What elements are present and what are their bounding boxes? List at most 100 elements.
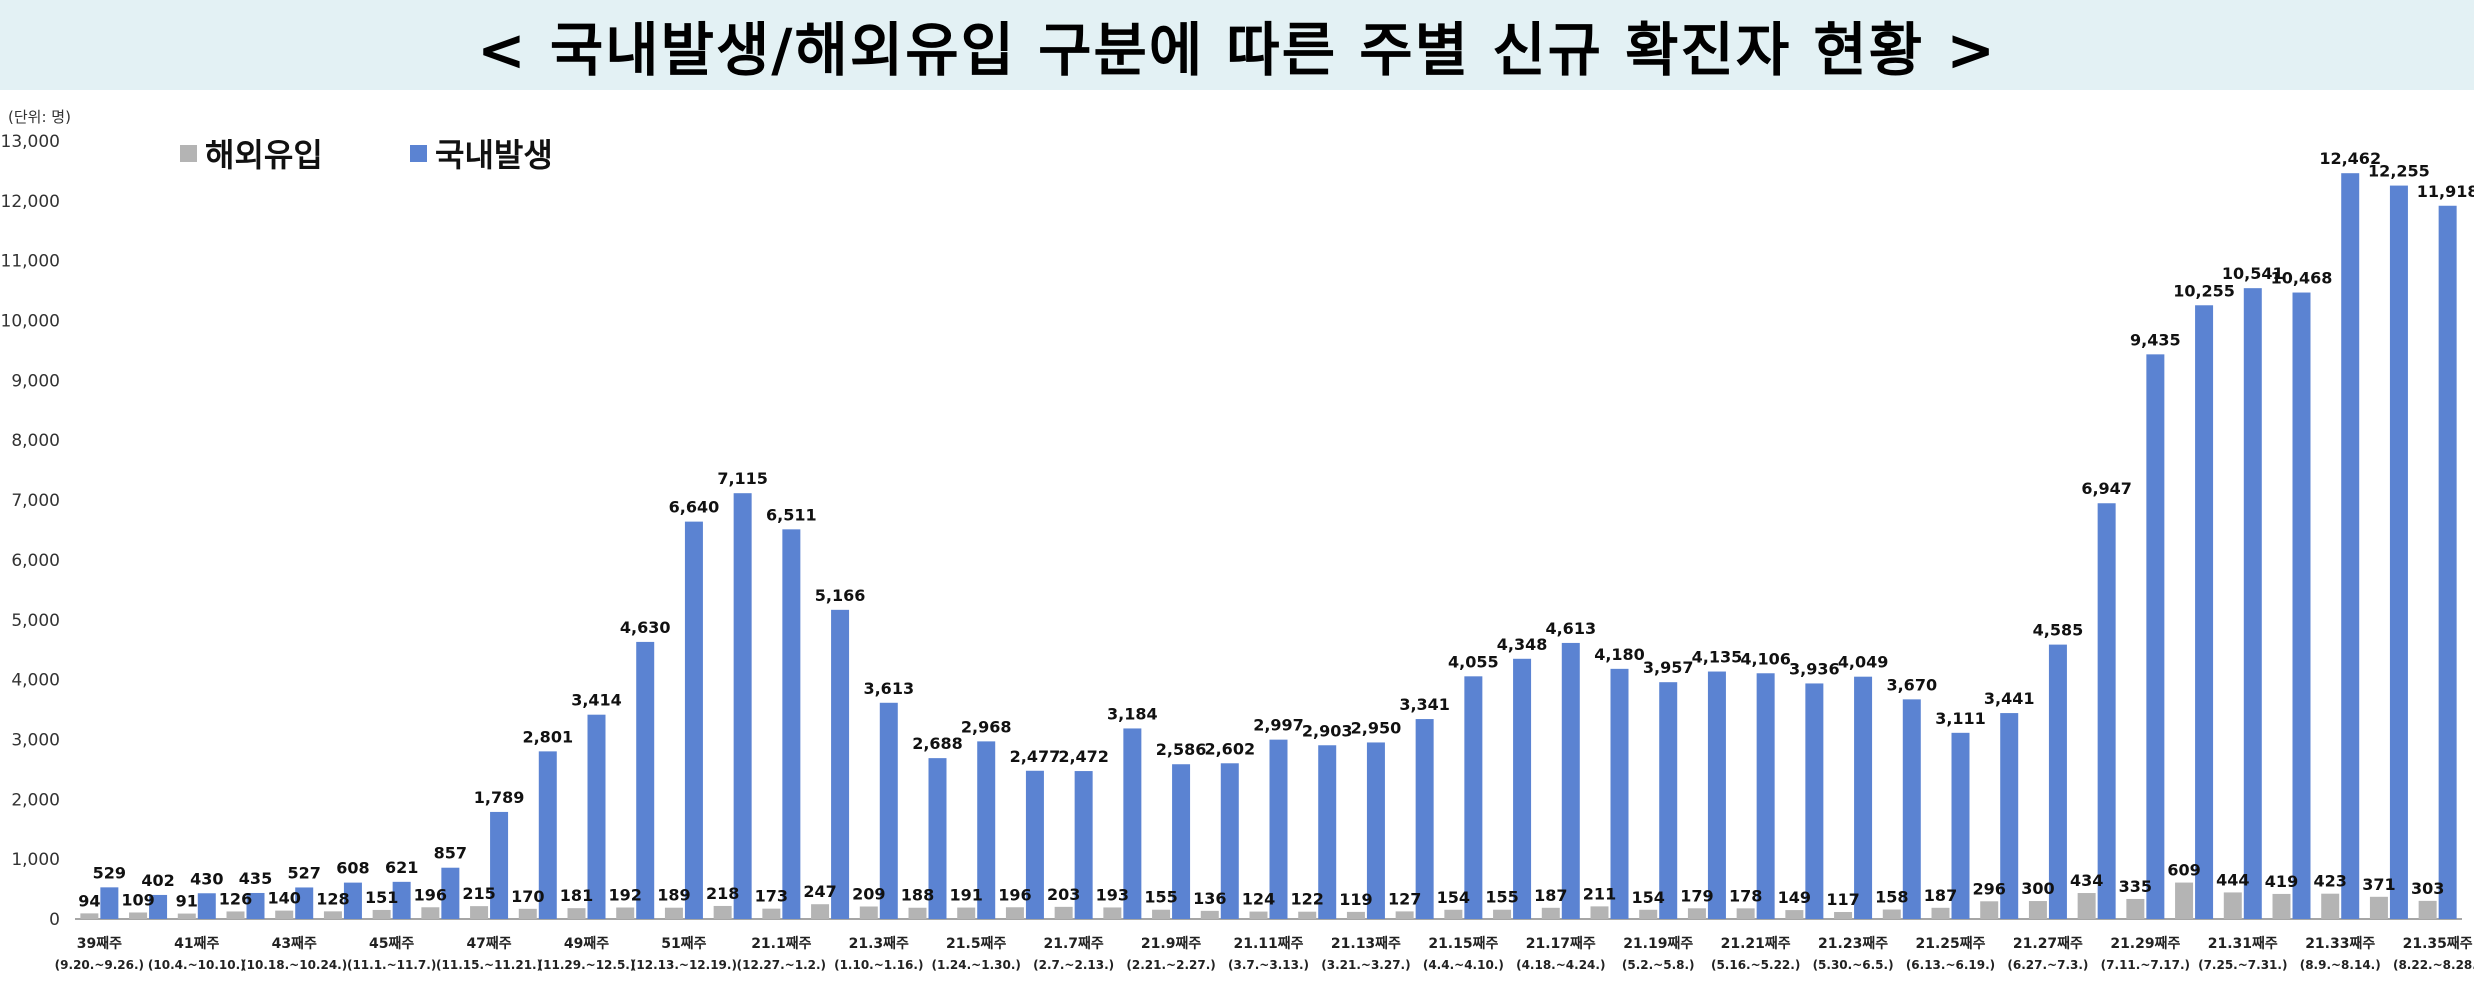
bar-domestic <box>1074 771 1093 919</box>
bar-imported <box>2272 893 2291 919</box>
bar-imported <box>957 907 976 919</box>
x-tick-label: 21.29째주 <box>2110 936 2180 952</box>
data-label-domestic: 4,055 <box>1448 652 1499 671</box>
y-tick-label: 0 <box>49 910 60 930</box>
data-label-imported: 215 <box>462 884 495 903</box>
x-tick-date: (2.7.~2.13.) <box>1033 958 1114 972</box>
bar-domestic <box>2389 185 2408 919</box>
bar-imported <box>1931 907 1950 919</box>
data-label-domestic: 4,135 <box>1692 648 1743 667</box>
x-tick-label: 21.9째주 <box>1141 936 1201 952</box>
bar-imported <box>275 910 294 919</box>
x-tick-label: 47째주 <box>466 936 511 952</box>
bar-imported <box>1395 911 1414 919</box>
bar-domestic <box>879 702 898 919</box>
data-label-imported: 188 <box>901 886 934 905</box>
data-label-domestic: 12,255 <box>2368 162 2430 181</box>
bar-imported <box>2175 882 2194 919</box>
bar-imported <box>762 908 781 919</box>
x-tick-date: (1.10.~1.16.) <box>834 958 923 972</box>
data-label-imported: 124 <box>1242 890 1275 909</box>
bar-imported <box>567 908 586 919</box>
bar-imported <box>323 911 342 919</box>
bar-domestic <box>441 867 460 919</box>
data-label-domestic: 3,341 <box>1399 695 1450 714</box>
x-tick-date: (10.4.~10.10.) <box>148 958 246 972</box>
x-tick-label: 21.5째주 <box>946 936 1006 952</box>
data-label-imported: 178 <box>1729 886 1762 905</box>
bar-imported <box>80 913 99 919</box>
data-label-imported: 128 <box>316 889 349 908</box>
bar-domestic <box>1756 673 1775 919</box>
data-label-domestic: 3,613 <box>863 679 914 698</box>
data-label-imported: 179 <box>1680 886 1713 905</box>
data-label-imported: 218 <box>706 884 739 903</box>
bar-domestic <box>2195 305 2214 919</box>
data-label-imported: 609 <box>2167 861 2200 880</box>
bar-imported <box>129 912 148 919</box>
bar-imported <box>713 905 732 919</box>
data-label-imported: 181 <box>560 886 593 905</box>
bar-imported <box>908 907 927 919</box>
data-label-domestic: 11,918 <box>2417 182 2474 201</box>
data-label-imported: 191 <box>950 886 983 905</box>
bar-imported <box>859 906 878 919</box>
x-tick-label: 21.31째주 <box>2208 936 2278 952</box>
y-tick-label: 12,000 <box>1 192 60 212</box>
bar-imported <box>2369 896 2388 919</box>
bar-domestic <box>2048 644 2067 919</box>
data-label-imported: 187 <box>1924 886 1957 905</box>
data-label-imported: 158 <box>1875 888 1908 907</box>
x-tick-date: (12.27.~1.2.) <box>737 958 826 972</box>
data-label-domestic: 435 <box>239 869 272 888</box>
data-label-domestic: 4,630 <box>620 618 671 637</box>
bar-imported <box>2223 892 2242 919</box>
x-tick-date: (2.21.~2.27.) <box>1126 958 1215 972</box>
x-tick-date: (10.18.~10.24.) <box>241 958 347 972</box>
bar-imported <box>1590 906 1609 919</box>
bar-domestic <box>1415 719 1434 919</box>
bar-domestic <box>782 529 801 919</box>
data-label-domestic: 2,602 <box>1204 739 1255 758</box>
bar-domestic <box>149 894 168 919</box>
data-label-domestic: 430 <box>190 869 223 888</box>
bar-imported <box>372 909 391 919</box>
data-label-imported: 196 <box>998 885 1031 904</box>
x-tick-date: (5.2.~5.8.) <box>1622 958 1695 972</box>
bar-imported <box>1346 911 1365 919</box>
bar-domestic <box>1610 668 1629 919</box>
bar-domestic <box>1220 763 1239 919</box>
x-tick-label: 39째주 <box>77 936 122 952</box>
bar-domestic <box>1951 732 1970 919</box>
data-label-domestic: 12,462 <box>2319 149 2381 168</box>
bar-domestic <box>2000 713 2019 919</box>
data-label-imported: 149 <box>1778 888 1811 907</box>
bar-imported <box>470 906 489 919</box>
data-label-imported: 136 <box>1193 889 1226 908</box>
data-label-domestic: 9,435 <box>2130 330 2181 349</box>
data-label-imported: 122 <box>1291 890 1324 909</box>
bar-imported <box>2418 900 2437 919</box>
bar-imported <box>1054 906 1073 919</box>
data-label-domestic: 10,255 <box>2173 281 2235 300</box>
x-tick-label: 21.17째주 <box>1526 936 1596 952</box>
bar-domestic <box>1659 682 1678 919</box>
x-tick-date: (4.18.~4.24.) <box>1516 958 1605 972</box>
bar-imported <box>421 907 440 919</box>
x-tick-label: 21.7째주 <box>1043 936 1103 952</box>
x-tick-date: (5.16.~5.22.) <box>1711 958 1800 972</box>
bar-domestic <box>1318 745 1337 919</box>
data-label-domestic: 2,472 <box>1058 747 1109 766</box>
bar-domestic <box>1805 683 1824 919</box>
x-tick-date: (7.11.~7.17.) <box>2101 958 2190 972</box>
data-label-domestic: 4,348 <box>1497 635 1548 654</box>
bar-imported <box>1249 911 1268 919</box>
data-label-imported: 126 <box>219 889 252 908</box>
data-label-imported: 170 <box>511 887 544 906</box>
data-label-imported: 151 <box>365 888 398 907</box>
data-label-domestic: 3,957 <box>1643 658 1694 677</box>
bar-domestic <box>100 887 119 919</box>
data-label-imported: 209 <box>852 884 885 903</box>
title-bar: < 국내발생/해외유입 구분에 따른 주별 신규 확진자 현황 > <box>0 0 2474 90</box>
